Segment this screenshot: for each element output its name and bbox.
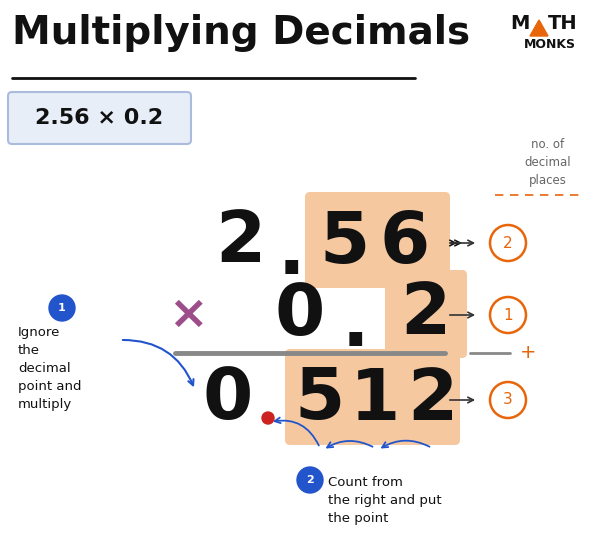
Text: 0: 0 — [275, 280, 325, 349]
Text: 5: 5 — [320, 209, 370, 278]
Circle shape — [297, 467, 323, 493]
Text: Multiplying Decimals: Multiplying Decimals — [12, 14, 470, 52]
Text: 5: 5 — [295, 365, 345, 434]
FancyBboxPatch shape — [385, 270, 467, 358]
Text: TH: TH — [548, 14, 578, 33]
Text: 2: 2 — [503, 235, 513, 250]
Text: 2: 2 — [400, 280, 450, 349]
Text: ×: × — [168, 293, 208, 338]
Circle shape — [49, 295, 75, 321]
FancyBboxPatch shape — [285, 349, 460, 445]
Text: 6: 6 — [380, 209, 430, 278]
Text: 0: 0 — [203, 365, 253, 434]
Text: 3: 3 — [503, 393, 513, 408]
Text: 2: 2 — [407, 365, 457, 434]
Text: +: + — [520, 343, 536, 363]
Text: Count from
the right and put
the point: Count from the right and put the point — [328, 476, 442, 525]
FancyBboxPatch shape — [305, 192, 450, 288]
Text: 1: 1 — [350, 365, 400, 434]
Text: 1: 1 — [58, 303, 66, 313]
Text: 1: 1 — [503, 308, 513, 323]
Circle shape — [262, 412, 274, 424]
Text: 2.56 × 0.2: 2.56 × 0.2 — [35, 108, 163, 128]
Text: 2: 2 — [306, 475, 314, 485]
Text: M: M — [510, 14, 529, 33]
Text: .: . — [277, 220, 305, 289]
Text: MONKS: MONKS — [524, 38, 576, 51]
Text: 2: 2 — [215, 209, 265, 278]
Text: Ignore
the
decimal
point and
multiply: Ignore the decimal point and multiply — [18, 326, 82, 411]
Text: no. of
decimal
places: no. of decimal places — [524, 138, 571, 187]
FancyBboxPatch shape — [8, 92, 191, 144]
Text: .: . — [341, 293, 369, 362]
Polygon shape — [530, 20, 548, 36]
